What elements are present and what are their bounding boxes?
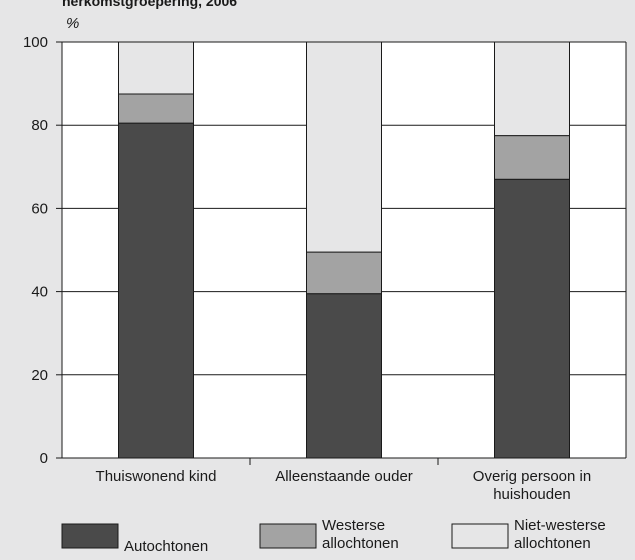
bar-segment — [494, 41, 570, 137]
legend-label: Niet-westerse allochtonen — [514, 517, 606, 552]
legend-swatch — [451, 523, 509, 549]
bars — [118, 41, 570, 459]
y-axis-ticks: 0 20 40 60 80 100 — [23, 34, 62, 467]
chart-title: herkomstgroepering, 2006 — [62, 0, 237, 9]
y-tick-label: 0 — [40, 450, 48, 467]
y-axis-unit-label: % — [66, 15, 79, 32]
y-tick-label: 20 — [31, 367, 48, 384]
legend: Autochtonen Westerse allochtonen Niet-weste… — [61, 517, 606, 555]
category-label: Alleenstaande ouder — [275, 468, 413, 485]
legend-swatch — [61, 523, 119, 549]
bar-segment — [118, 122, 194, 459]
legend-item: Westerse allochtonen — [259, 517, 399, 552]
bar-segment — [306, 293, 382, 459]
bar-segment — [118, 93, 194, 124]
bar-segment — [306, 251, 382, 295]
legend-swatch — [259, 523, 317, 549]
bar-segment — [494, 178, 570, 459]
y-tick-label: 100 — [23, 34, 48, 51]
category-label: Thuiswonend kind — [96, 468, 217, 485]
y-tick-label: 40 — [31, 284, 48, 301]
bar-segment — [118, 41, 194, 95]
legend-item: Niet-westerse allochtonen — [451, 517, 606, 552]
y-tick-label: 80 — [31, 117, 48, 134]
bar-segment — [494, 135, 570, 180]
y-tick-label: 60 — [31, 200, 48, 217]
legend-label: Westerse allochtonen — [322, 517, 399, 552]
legend-label: Autochtonen — [124, 538, 208, 555]
axes — [61, 42, 627, 459]
legend-item: Autochtonen — [61, 523, 208, 555]
bar-segment — [306, 41, 382, 253]
x-axis-categories: Thuiswonend kind Alleenstaande ouder Overi… — [96, 458, 591, 503]
category-label: Overig persoon in huishouden — [473, 468, 591, 503]
